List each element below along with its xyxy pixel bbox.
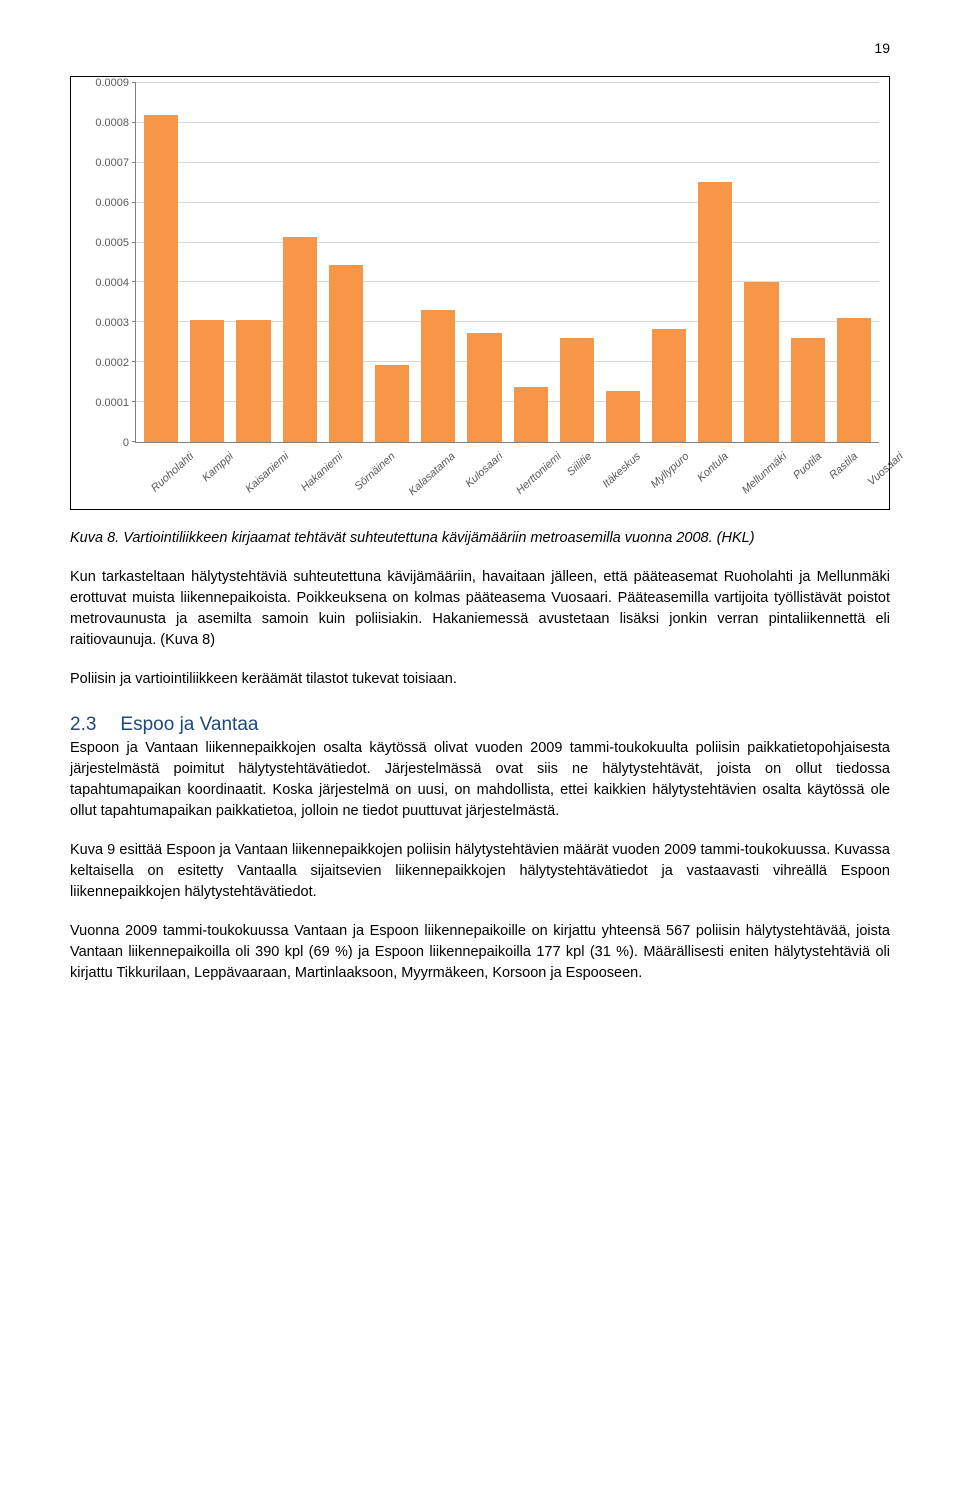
bar bbox=[698, 182, 732, 442]
y-tick-label: 0.0003 bbox=[95, 317, 129, 329]
y-tick-label: 0.0004 bbox=[95, 277, 129, 289]
bar bbox=[421, 310, 455, 442]
bar bbox=[236, 320, 270, 442]
page-container: 19 0 0.0001 0.0002 0.0003 0.0004 0.0005 0.0006… bbox=[0, 0, 960, 1052]
paragraph: Espoon ja Vantaan liikennepaikkojen osal… bbox=[70, 738, 890, 822]
y-tick-label: 0.0002 bbox=[95, 357, 129, 369]
bar bbox=[329, 265, 363, 443]
page-number: 19 bbox=[70, 40, 890, 56]
bar bbox=[560, 338, 594, 443]
y-tick-label: 0.0005 bbox=[95, 237, 129, 249]
bar bbox=[652, 329, 686, 442]
chart-box: 0 0.0001 0.0002 0.0003 0.0004 0.0005 0.0006 0.0… bbox=[70, 76, 890, 510]
bar bbox=[144, 115, 178, 442]
bar bbox=[837, 318, 871, 442]
bar bbox=[744, 282, 778, 442]
section-heading: 2.3 Espoo ja Vantaa bbox=[70, 714, 890, 736]
paragraph: Kun tarkasteltaan hälytystehtäviä suhteu… bbox=[70, 567, 890, 651]
y-tick-label: 0.0008 bbox=[95, 117, 129, 129]
bar bbox=[283, 237, 317, 442]
y-tick-label: 0 bbox=[123, 437, 129, 449]
bar bbox=[467, 333, 501, 442]
paragraph: Poliisin ja vartiointiliikkeen keräämät … bbox=[70, 669, 890, 690]
bar bbox=[606, 391, 640, 442]
bar bbox=[514, 387, 548, 442]
y-tick-label: 0.0007 bbox=[95, 157, 129, 169]
section-number: 2.3 bbox=[70, 714, 96, 735]
y-tick-label: 0.0001 bbox=[95, 397, 129, 409]
paragraph: Vuonna 2009 tammi-toukokuussa Vantaan ja… bbox=[70, 921, 890, 984]
x-axis: RuoholahtiKamppiKaisaniemiHakaniemiSörnä… bbox=[135, 443, 879, 507]
x-tick-label: Vuosaari bbox=[865, 449, 941, 527]
paragraph: Kuva 9 esittää Espoon ja Vantaan liikenn… bbox=[70, 840, 890, 903]
chart-plot bbox=[135, 83, 879, 443]
y-tick-label: 0.0009 bbox=[95, 77, 129, 89]
bars-group bbox=[136, 83, 879, 442]
bar bbox=[791, 338, 825, 442]
bar bbox=[190, 320, 224, 442]
bar bbox=[375, 365, 409, 442]
y-axis: 00.00010.00020.00030.00040.00050.00060.0… bbox=[81, 83, 135, 443]
section-title: Espoo ja Vantaa bbox=[120, 714, 258, 735]
chart-area: 00.00010.00020.00030.00040.00050.00060.0… bbox=[81, 83, 879, 443]
y-tick-label: 0.0006 bbox=[95, 197, 129, 209]
